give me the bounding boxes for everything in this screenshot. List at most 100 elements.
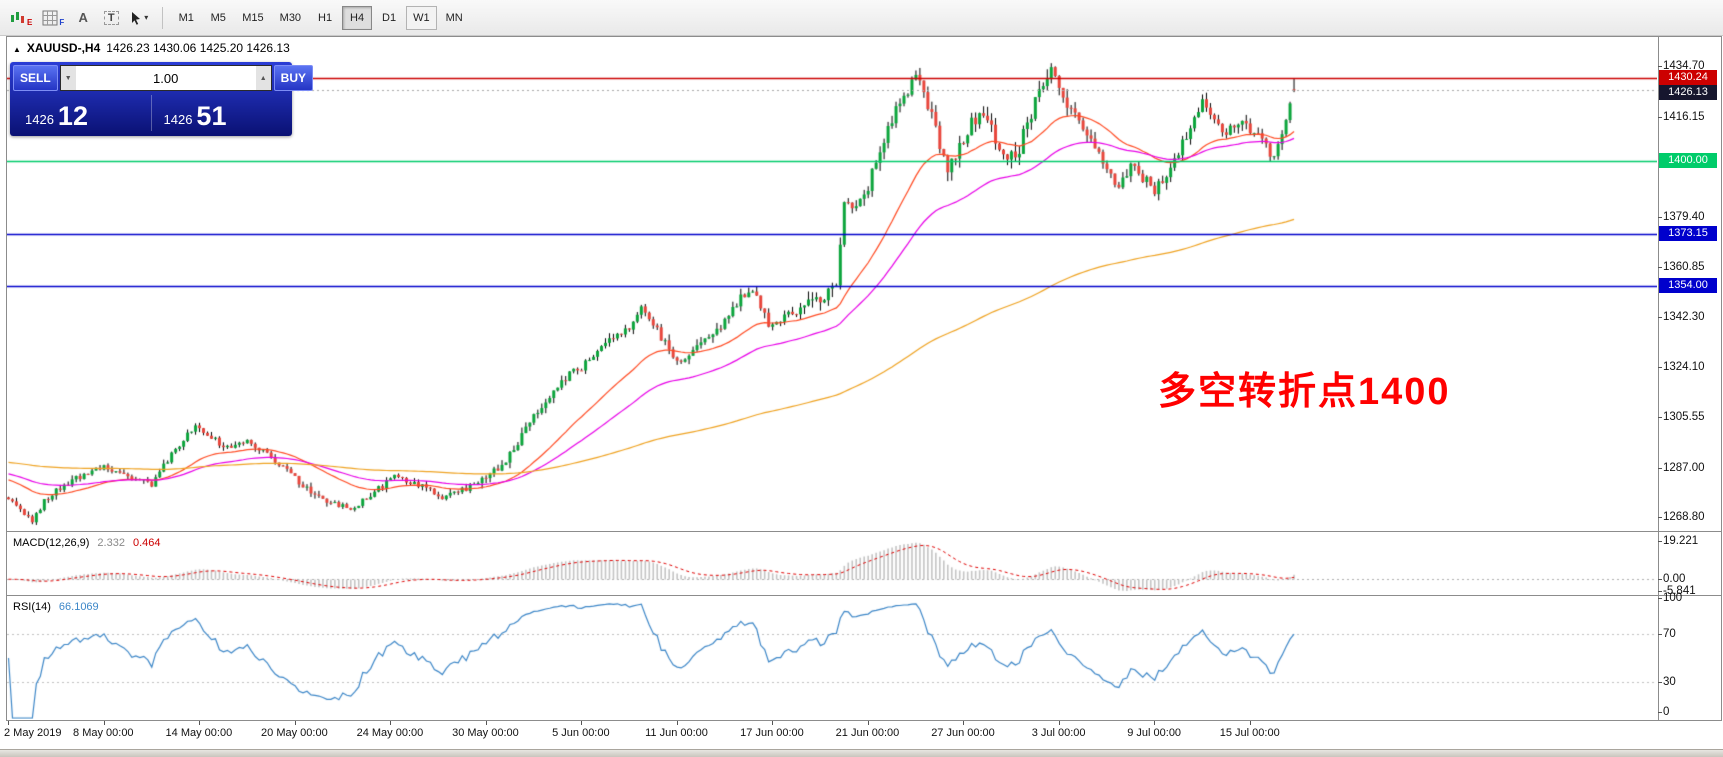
text-tool-button[interactable]: T: [98, 5, 124, 31]
date-axis-label: 21 Jun 00:00: [835, 727, 900, 739]
date-axis-tick: [104, 721, 105, 725]
price-axis-label: 1324.10: [1663, 360, 1705, 373]
macd-main-value: 2.332: [97, 537, 125, 549]
date-axis[interactable]: [6, 721, 1658, 747]
timeframe-mn-button[interactable]: MN: [439, 6, 470, 30]
price-level-badge: 1373.15: [1659, 225, 1717, 241]
candlestick-chart-icon: [11, 11, 24, 23]
volume-control: ▼ ▲: [59, 65, 272, 91]
timeframe-h4-button[interactable]: H4: [342, 5, 373, 30]
date-axis-label: 14 May 00:00: [165, 727, 233, 739]
price-axis-border: [1658, 37, 1659, 720]
toolbar: E F A T ▾ M1 M5 M15 M30 H1 H4 D1 W1 MN: [0, 0, 1723, 36]
price-axis-label: 1360.85: [1663, 260, 1705, 273]
volume-decrease-button[interactable]: ▼: [60, 66, 76, 90]
date-axis-tick: [677, 721, 678, 725]
date-axis-label: 9 Jul 00:00: [1127, 727, 1182, 739]
cursor-tool-button[interactable]: ▾: [126, 5, 152, 31]
macd-signal-value: 0.464: [132, 537, 161, 549]
price-axis-label: 1305.55: [1663, 411, 1705, 424]
rsi-axis-label: 30: [1663, 676, 1676, 688]
price-axis-tick: [1658, 468, 1662, 469]
macd-axis-label: -5.841: [1663, 584, 1696, 597]
volume-input[interactable]: [75, 66, 256, 90]
price-axis-tick: [1658, 267, 1662, 268]
price-axis-tick: [1658, 317, 1662, 318]
indicator-grid-tool-button[interactable]: F: [38, 5, 68, 31]
timeframe-m5-button[interactable]: M5: [203, 6, 233, 30]
macd-axis-tick: [1658, 591, 1662, 592]
rsi-axis-tick: [1658, 682, 1662, 683]
date-axis-label: 15 Jul 00:00: [1219, 727, 1280, 739]
price-level-badge: 1430.24: [1659, 70, 1717, 86]
timeframe-m15-button[interactable]: M15: [235, 6, 270, 30]
date-axis-tick: [868, 721, 869, 725]
letter-a-icon: A: [78, 10, 88, 25]
price-axis-tick: [1658, 367, 1662, 368]
bid-price-pips: 12: [57, 101, 88, 131]
date-axis-tick: [772, 721, 773, 725]
date-axis-tick: [199, 721, 200, 725]
date-axis-label: 27 Jun 00:00: [931, 727, 995, 739]
price-axis-label: 1434.70: [1663, 60, 1705, 73]
date-axis-tick: [1059, 721, 1060, 725]
cursor-arrow-icon: [132, 11, 141, 25]
caret-down-icon: ▾: [144, 13, 149, 22]
timeframe-d1-button[interactable]: D1: [374, 6, 404, 30]
timeframe-m30-button[interactable]: M30: [273, 6, 308, 30]
font-a-tool-button[interactable]: A: [70, 5, 96, 31]
tool-glyph-f: F: [59, 18, 65, 27]
pane-separator-rsi[interactable]: [6, 595, 1722, 596]
timeframe-h1-button[interactable]: H1: [310, 6, 340, 30]
date-axis-tick: [295, 721, 296, 725]
candlestick-chart-tool-button[interactable]: E: [6, 5, 36, 31]
rsi-indicator-label: RSI(14) 66.1069: [13, 601, 99, 613]
rsi-axis-label: 70: [1663, 628, 1676, 640]
window-bottom-edge: [0, 749, 1723, 757]
timeframe-buttons: M1 M5 M15 M30 H1 H4 D1 W1 MN: [171, 5, 470, 30]
date-axis-label: 11 Jun 00:00: [645, 727, 708, 739]
price-axis[interactable]: [1659, 37, 1723, 720]
symbol-header: ▲ XAUUSD-,H4 1426.23 1430.06 1425.20 142…: [13, 41, 290, 55]
symbol-marker-icon: ▲: [13, 45, 21, 54]
price-axis-label: 1287.00: [1663, 461, 1705, 474]
date-axis-tick: [1154, 721, 1155, 725]
timeframe-w1-button[interactable]: W1: [406, 5, 437, 30]
timeframe-m1-button[interactable]: M1: [171, 6, 201, 30]
price-axis-label: 1342.30: [1663, 311, 1705, 324]
price-level-badge: 1400.00: [1659, 152, 1717, 168]
macd-axis-tick: [1658, 579, 1662, 580]
rsi-axis-tick: [1658, 712, 1662, 713]
macd-label: MACD(12,26,9): [13, 537, 90, 549]
sell-button[interactable]: SELL: [13, 65, 58, 91]
pane-separator-macd[interactable]: [6, 531, 1722, 532]
price-axis-tick: [1658, 517, 1662, 518]
buy-button[interactable]: BUY: [273, 65, 314, 91]
rsi-axis-tick: [1658, 634, 1662, 635]
toolbar-separator: [162, 6, 164, 29]
date-axis-label: 2 May 2019: [4, 727, 62, 739]
ask-price-integer: 1426: [163, 112, 193, 127]
volume-increase-button[interactable]: ▲: [255, 66, 271, 90]
price-chart-canvas[interactable]: [7, 37, 1657, 719]
price-axis-tick: [1658, 417, 1662, 418]
rsi-axis-label: 100: [1663, 592, 1683, 604]
chart-annotation-text: 多空转折点1400: [1158, 371, 1451, 413]
date-axis-tick: [1250, 721, 1251, 725]
rsi-axis-label: 0: [1663, 706, 1670, 718]
ask-price: 1426 51: [152, 93, 290, 133]
price-axis-label: 1268.80: [1663, 510, 1705, 523]
trade-buttons-row: SELL ▼ ▲ BUY: [13, 65, 314, 91]
bid-price: 1426 12: [13, 93, 151, 133]
rsi-value: 66.1069: [58, 601, 99, 613]
price-axis-label: 1379.40: [1663, 210, 1705, 223]
date-axis-label: 8 May 00:00: [73, 727, 134, 739]
price-axis-label: 1416.15: [1663, 110, 1705, 123]
date-axis-tick: [963, 721, 964, 725]
date-axis-label: 24 May 00:00: [356, 727, 424, 739]
rsi-label: RSI(14): [13, 601, 51, 613]
date-axis-label: 17 Jun 00:00: [740, 727, 804, 739]
quote-row: 1426 12 1426 51: [13, 93, 289, 133]
date-axis-tick: [486, 721, 487, 725]
